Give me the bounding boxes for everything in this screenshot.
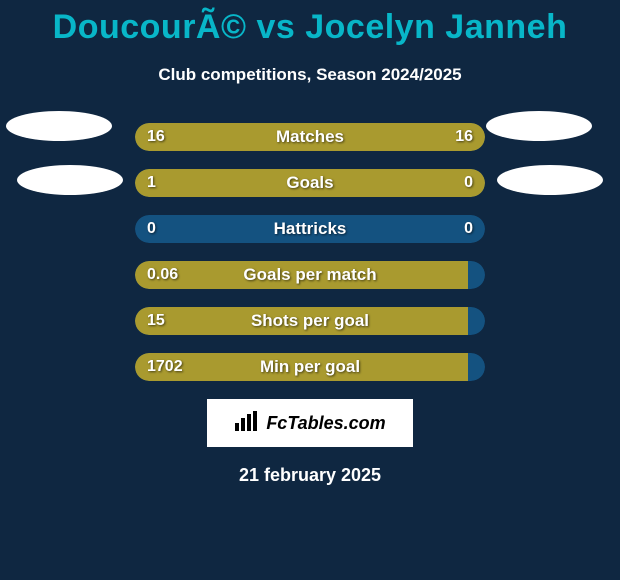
stat-row: 0.06Goals per match <box>135 261 485 289</box>
page-title: DoucourÃ© vs Jocelyn Janneh <box>0 0 620 47</box>
row-label: Shots per goal <box>135 307 485 335</box>
row-label: Min per goal <box>135 353 485 381</box>
row-label: Goals per match <box>135 261 485 289</box>
player-ellipse <box>497 165 603 195</box>
player-ellipse <box>6 111 112 141</box>
comparison-chart: 1616Matches 10Goals 00Hattricks 0.06Goals p… <box>0 123 620 381</box>
row-label: Hattricks <box>135 215 485 243</box>
row-label: Goals <box>135 169 485 197</box>
date-text: 21 february 2025 <box>0 465 620 486</box>
player-ellipse <box>486 111 592 141</box>
source-badge: FcTables.com <box>207 399 413 447</box>
stat-row: 1702Min per goal <box>135 353 485 381</box>
badge-text: FcTables.com <box>266 413 385 434</box>
stat-row: 1616Matches <box>135 123 485 151</box>
stat-row: 15Shots per goal <box>135 307 485 335</box>
row-label: Matches <box>135 123 485 151</box>
stat-row: 10Goals <box>135 169 485 197</box>
stat-row: 00Hattricks <box>135 215 485 243</box>
bars-icon <box>234 411 260 436</box>
subtitle: Club competitions, Season 2024/2025 <box>0 65 620 85</box>
player-ellipse <box>17 165 123 195</box>
